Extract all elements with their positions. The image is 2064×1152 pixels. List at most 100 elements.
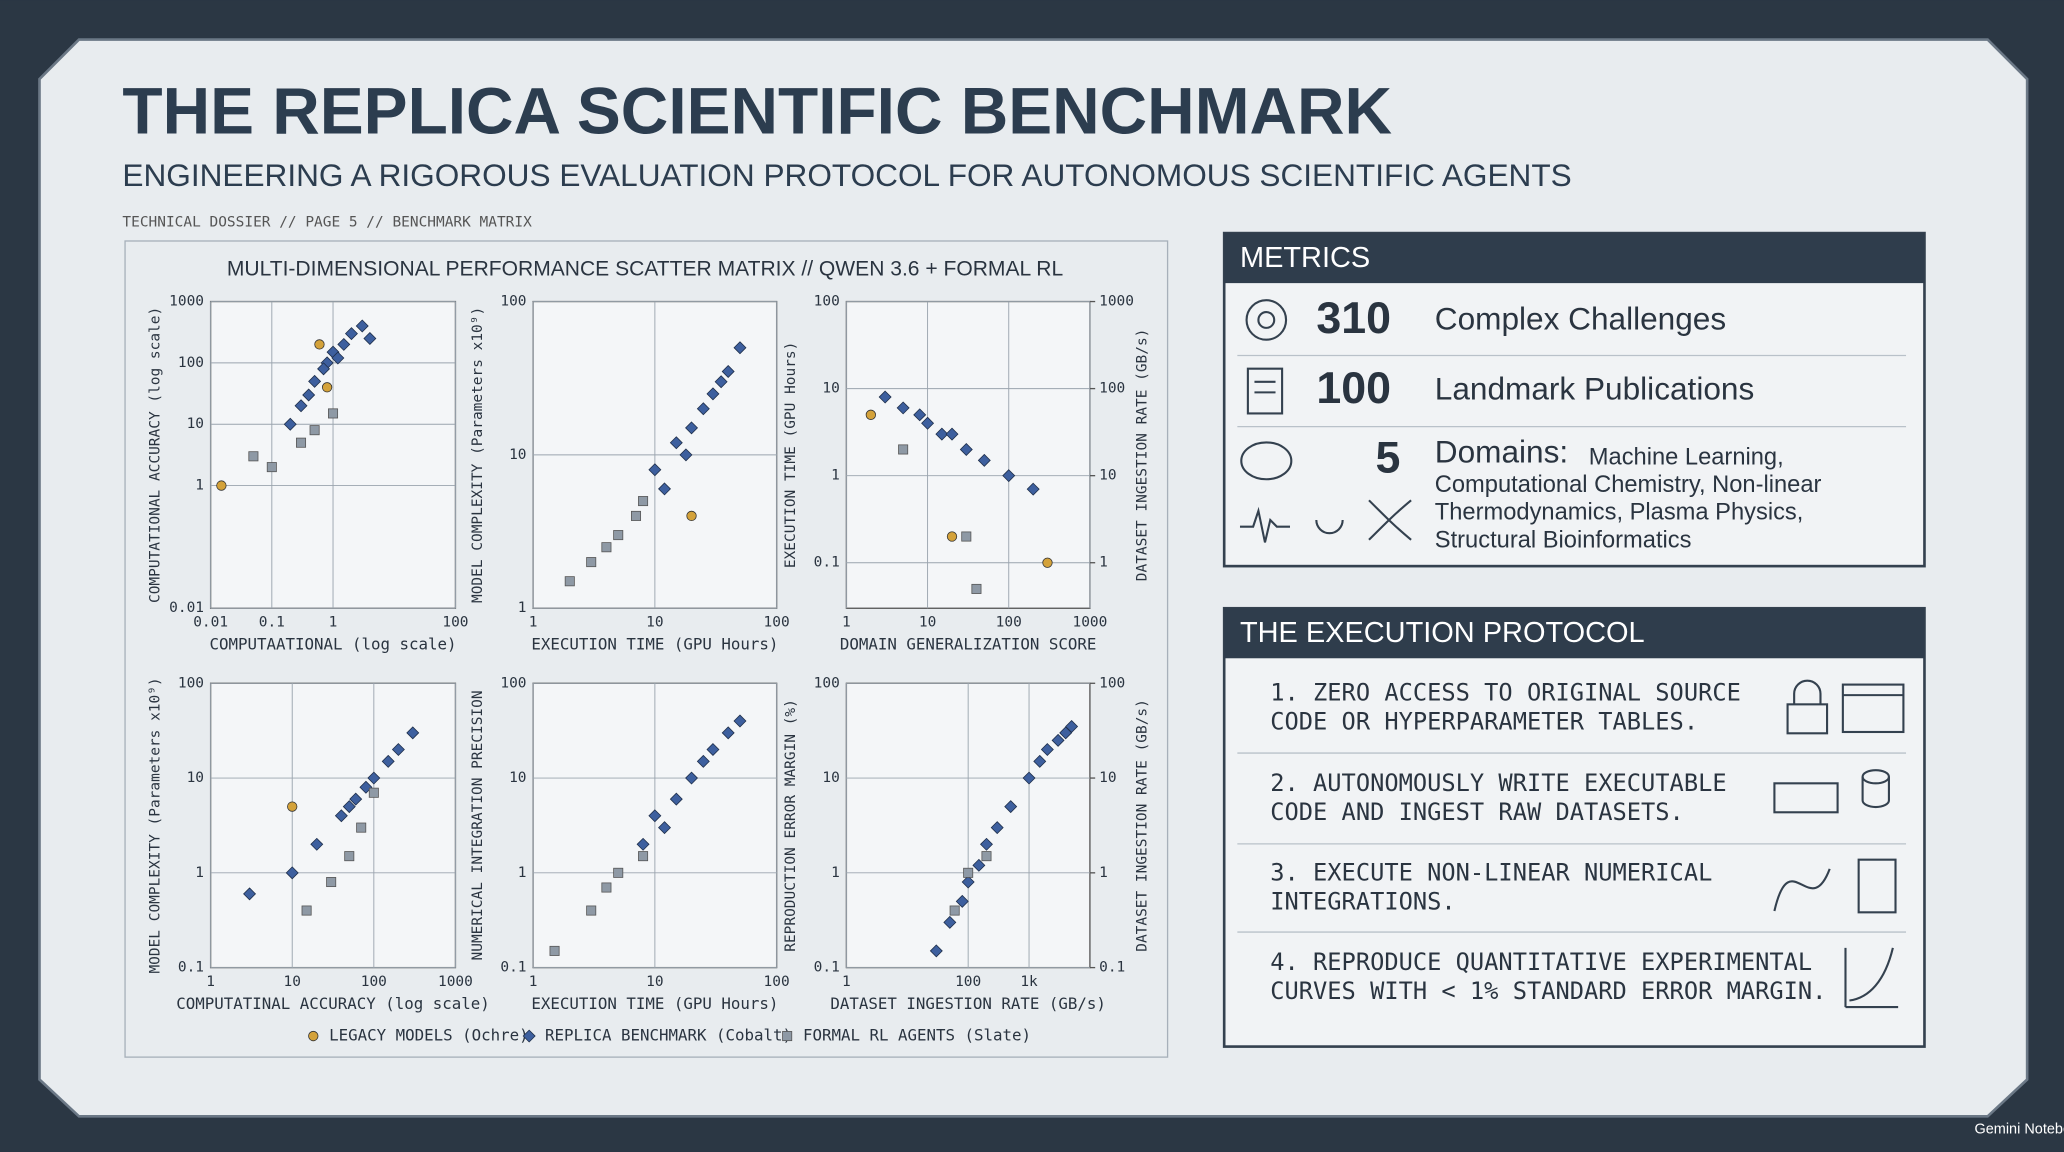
- matrix-box: [124, 240, 1169, 1058]
- legend-swatch: [782, 1031, 793, 1042]
- subtitle: ENGINEERING A RIGOROUS EVALUATION PROTOC…: [122, 157, 1571, 193]
- metric-icons: [1239, 299, 1412, 543]
- protocol-icons: [1773, 679, 1905, 1009]
- point: [959, 442, 973, 456]
- metric-value: 5: [1376, 433, 1401, 483]
- point: [326, 877, 337, 888]
- protocol-header: [1224, 608, 1925, 659]
- x-axis-label: DOMAIN GENERALIZATION SCORE: [840, 635, 1097, 654]
- point: [685, 771, 699, 785]
- point: [601, 882, 612, 893]
- point: [294, 399, 308, 413]
- point: [977, 453, 991, 467]
- point: [990, 821, 1004, 835]
- point: [344, 327, 358, 341]
- point: [721, 364, 735, 378]
- y-tick-label: 100: [814, 294, 840, 310]
- metric-label: Domains:: [1435, 434, 1568, 470]
- point: [302, 388, 316, 402]
- x-axis-label: EXECUTION TIME (GPU Hours): [531, 635, 778, 654]
- x-tick-label: 1: [329, 615, 338, 631]
- y-tick-label: 10: [187, 770, 204, 786]
- point: [714, 375, 728, 389]
- point: [648, 463, 662, 477]
- x-tick-label: 1: [206, 974, 215, 990]
- point: [564, 576, 575, 587]
- x-tick-label: 1: [529, 615, 538, 631]
- y2-axis-label: DATASET INGESTION RATE (GB/s): [1135, 329, 1151, 582]
- point: [310, 837, 324, 851]
- charts: 0.01 0.1 1 1000.011101001000COMPUTAATIONAL …: [147, 294, 1150, 1045]
- point: [980, 837, 993, 851]
- point: [1040, 743, 1054, 757]
- x-tick-label: 1000: [1072, 615, 1107, 631]
- point: [1022, 771, 1036, 785]
- y-tick-label: 1: [518, 600, 527, 616]
- point: [301, 905, 312, 916]
- point: [287, 801, 298, 812]
- point: [921, 416, 935, 430]
- metrics-box: [1222, 231, 1926, 568]
- point: [971, 583, 982, 594]
- point: [896, 401, 910, 415]
- y-tick-label: 0.1: [500, 960, 526, 976]
- dossier: TECHNICAL DOSSIER // PAGE 5 // BENCHMARK…: [122, 215, 532, 231]
- point: [935, 427, 949, 441]
- point: [721, 726, 735, 740]
- x-tick-label: 1000: [438, 974, 473, 990]
- x-tick-label: 100: [955, 974, 981, 990]
- point: [367, 771, 381, 785]
- y2-tick-label: 100: [1099, 675, 1125, 691]
- y-tick-label: 10: [822, 381, 839, 397]
- point: [216, 480, 227, 491]
- point: [706, 743, 720, 757]
- y2-tick-label: 10: [1099, 468, 1116, 484]
- legend-label: LEGACY MODELS (Ochre): [329, 1026, 529, 1045]
- y-tick-label: 100: [178, 355, 204, 371]
- x-tick-label: 100: [361, 974, 387, 990]
- point: [686, 510, 697, 522]
- point: [1004, 800, 1018, 814]
- y-axis-label: REPRODUCTION ERROR MARGIN (%): [783, 699, 799, 952]
- point: [1033, 754, 1047, 768]
- point: [586, 557, 597, 568]
- point: [283, 417, 297, 431]
- point: [733, 714, 747, 728]
- y-tick-label: 100: [500, 675, 526, 691]
- x-tick-label: 100: [442, 615, 468, 631]
- x-axis-label: COMPUTAATIONAL (log scale): [210, 635, 457, 654]
- x-tick-label: 0.1: [259, 615, 285, 631]
- metric-value: 310: [1316, 293, 1391, 343]
- step-line: 1. ZERO ACCESS TO ORIGINAL SOURCE: [1270, 678, 1741, 706]
- point: [669, 436, 683, 450]
- y-tick-label: 0.1: [814, 555, 840, 571]
- domain-line: Machine Learning,: [1589, 444, 1784, 470]
- point: [1026, 482, 1040, 496]
- x-tick-label: 10: [646, 974, 663, 990]
- legend-label: FORMAL RL AGENTS (Slate): [803, 1026, 1031, 1045]
- point: [308, 374, 322, 388]
- point: [321, 382, 333, 393]
- point: [368, 787, 379, 798]
- point: [586, 905, 597, 916]
- y2-tick-label: 100: [1099, 381, 1125, 397]
- metrics-title: METRICS: [1240, 242, 1370, 274]
- footer: Gemini Notebook: [1974, 1121, 2064, 1137]
- metrics-header: [1224, 233, 1925, 284]
- point: [317, 362, 331, 376]
- y-axis-label: COMPUTATIONAL ACCURACY (log scale): [147, 307, 163, 603]
- point: [706, 387, 720, 401]
- point: [961, 875, 975, 889]
- step-line: CODE OR HYPERPARAMETER TABLES.: [1270, 707, 1698, 735]
- point: [285, 866, 299, 880]
- point: [913, 408, 927, 422]
- x-tick-label: 0.01: [193, 615, 228, 631]
- x-axis-label: EXECUTION TIME (GPU Hours): [531, 994, 778, 1013]
- point: [961, 531, 972, 542]
- x-tick-label: 100: [764, 974, 790, 990]
- plot-area: [845, 300, 1091, 609]
- point: [898, 444, 909, 455]
- step-line: 4. REPRODUCE QUANTITATIVE EXPERIMENTAL: [1270, 948, 1812, 976]
- point: [1051, 733, 1065, 747]
